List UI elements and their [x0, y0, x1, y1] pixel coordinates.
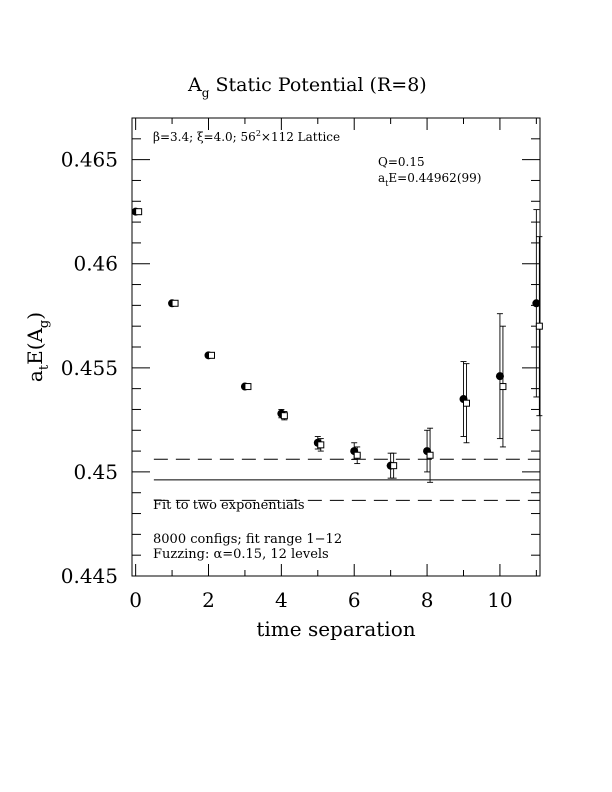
- x-tick-label: 10: [487, 588, 512, 612]
- x-tick-label: 6: [348, 588, 361, 612]
- x-tick-label: 8: [421, 588, 434, 612]
- x-tick-label: 0: [129, 588, 142, 612]
- data-point-square: [244, 383, 252, 391]
- series-open-square: [135, 208, 543, 483]
- footer-configs: 8000 configs; fit range 1−12: [153, 532, 342, 547]
- footer-fuzzing: Fuzzing: α=0.15, 12 levels: [153, 547, 329, 562]
- data-point-square: [499, 383, 507, 391]
- x-axis-tick-labels: 0 2 4 6 8 10: [129, 588, 512, 612]
- data-point-square: [463, 399, 470, 407]
- y-tick-label: 0.465: [61, 148, 118, 172]
- data-point-square: [426, 451, 434, 459]
- y-tick-label: 0.46: [73, 252, 118, 276]
- data-point-circle: [495, 372, 504, 381]
- lattice-annotation: β=3.4; ξ=4.0; 562×112 Lattice: [153, 129, 340, 144]
- data-point-circle: [532, 299, 541, 308]
- data-point-square: [353, 451, 361, 459]
- x-tick-label: 4: [275, 588, 288, 612]
- data-point-square: [317, 441, 325, 449]
- data-series: [131, 207, 543, 483]
- x-axis-label: time separation: [256, 617, 415, 641]
- data-point-square: [280, 412, 288, 420]
- fit-label: Fit to two exponentials: [153, 498, 305, 513]
- y-tick-label: 0.455: [61, 356, 118, 380]
- y-tick-label: 0.45: [73, 460, 118, 484]
- data-point-square: [208, 351, 215, 359]
- fit-energy-annotation: atE=0.44962(99): [378, 171, 481, 188]
- data-point-square: [135, 208, 143, 216]
- svg-text:atE(Ag): atE(Ag): [23, 312, 52, 382]
- chart-title: Ag Static Potential (R=8): [187, 74, 427, 100]
- y-tick-label: 0.445: [61, 564, 118, 588]
- fit-lines: [153, 458, 540, 501]
- data-point-square: [535, 322, 543, 330]
- series-filled-circle: [131, 207, 541, 479]
- y-axis-tick-labels: 0.445 0.45 0.455 0.46 0.465: [61, 148, 118, 588]
- fit-q-annotation: Q=0.15: [378, 155, 425, 169]
- x-tick-label: 2: [202, 588, 215, 612]
- data-point-square: [390, 462, 398, 470]
- y-axis-label: atE(Ag): [23, 312, 52, 382]
- data-point-square: [171, 299, 179, 307]
- x-axis-ticks: [135, 118, 537, 576]
